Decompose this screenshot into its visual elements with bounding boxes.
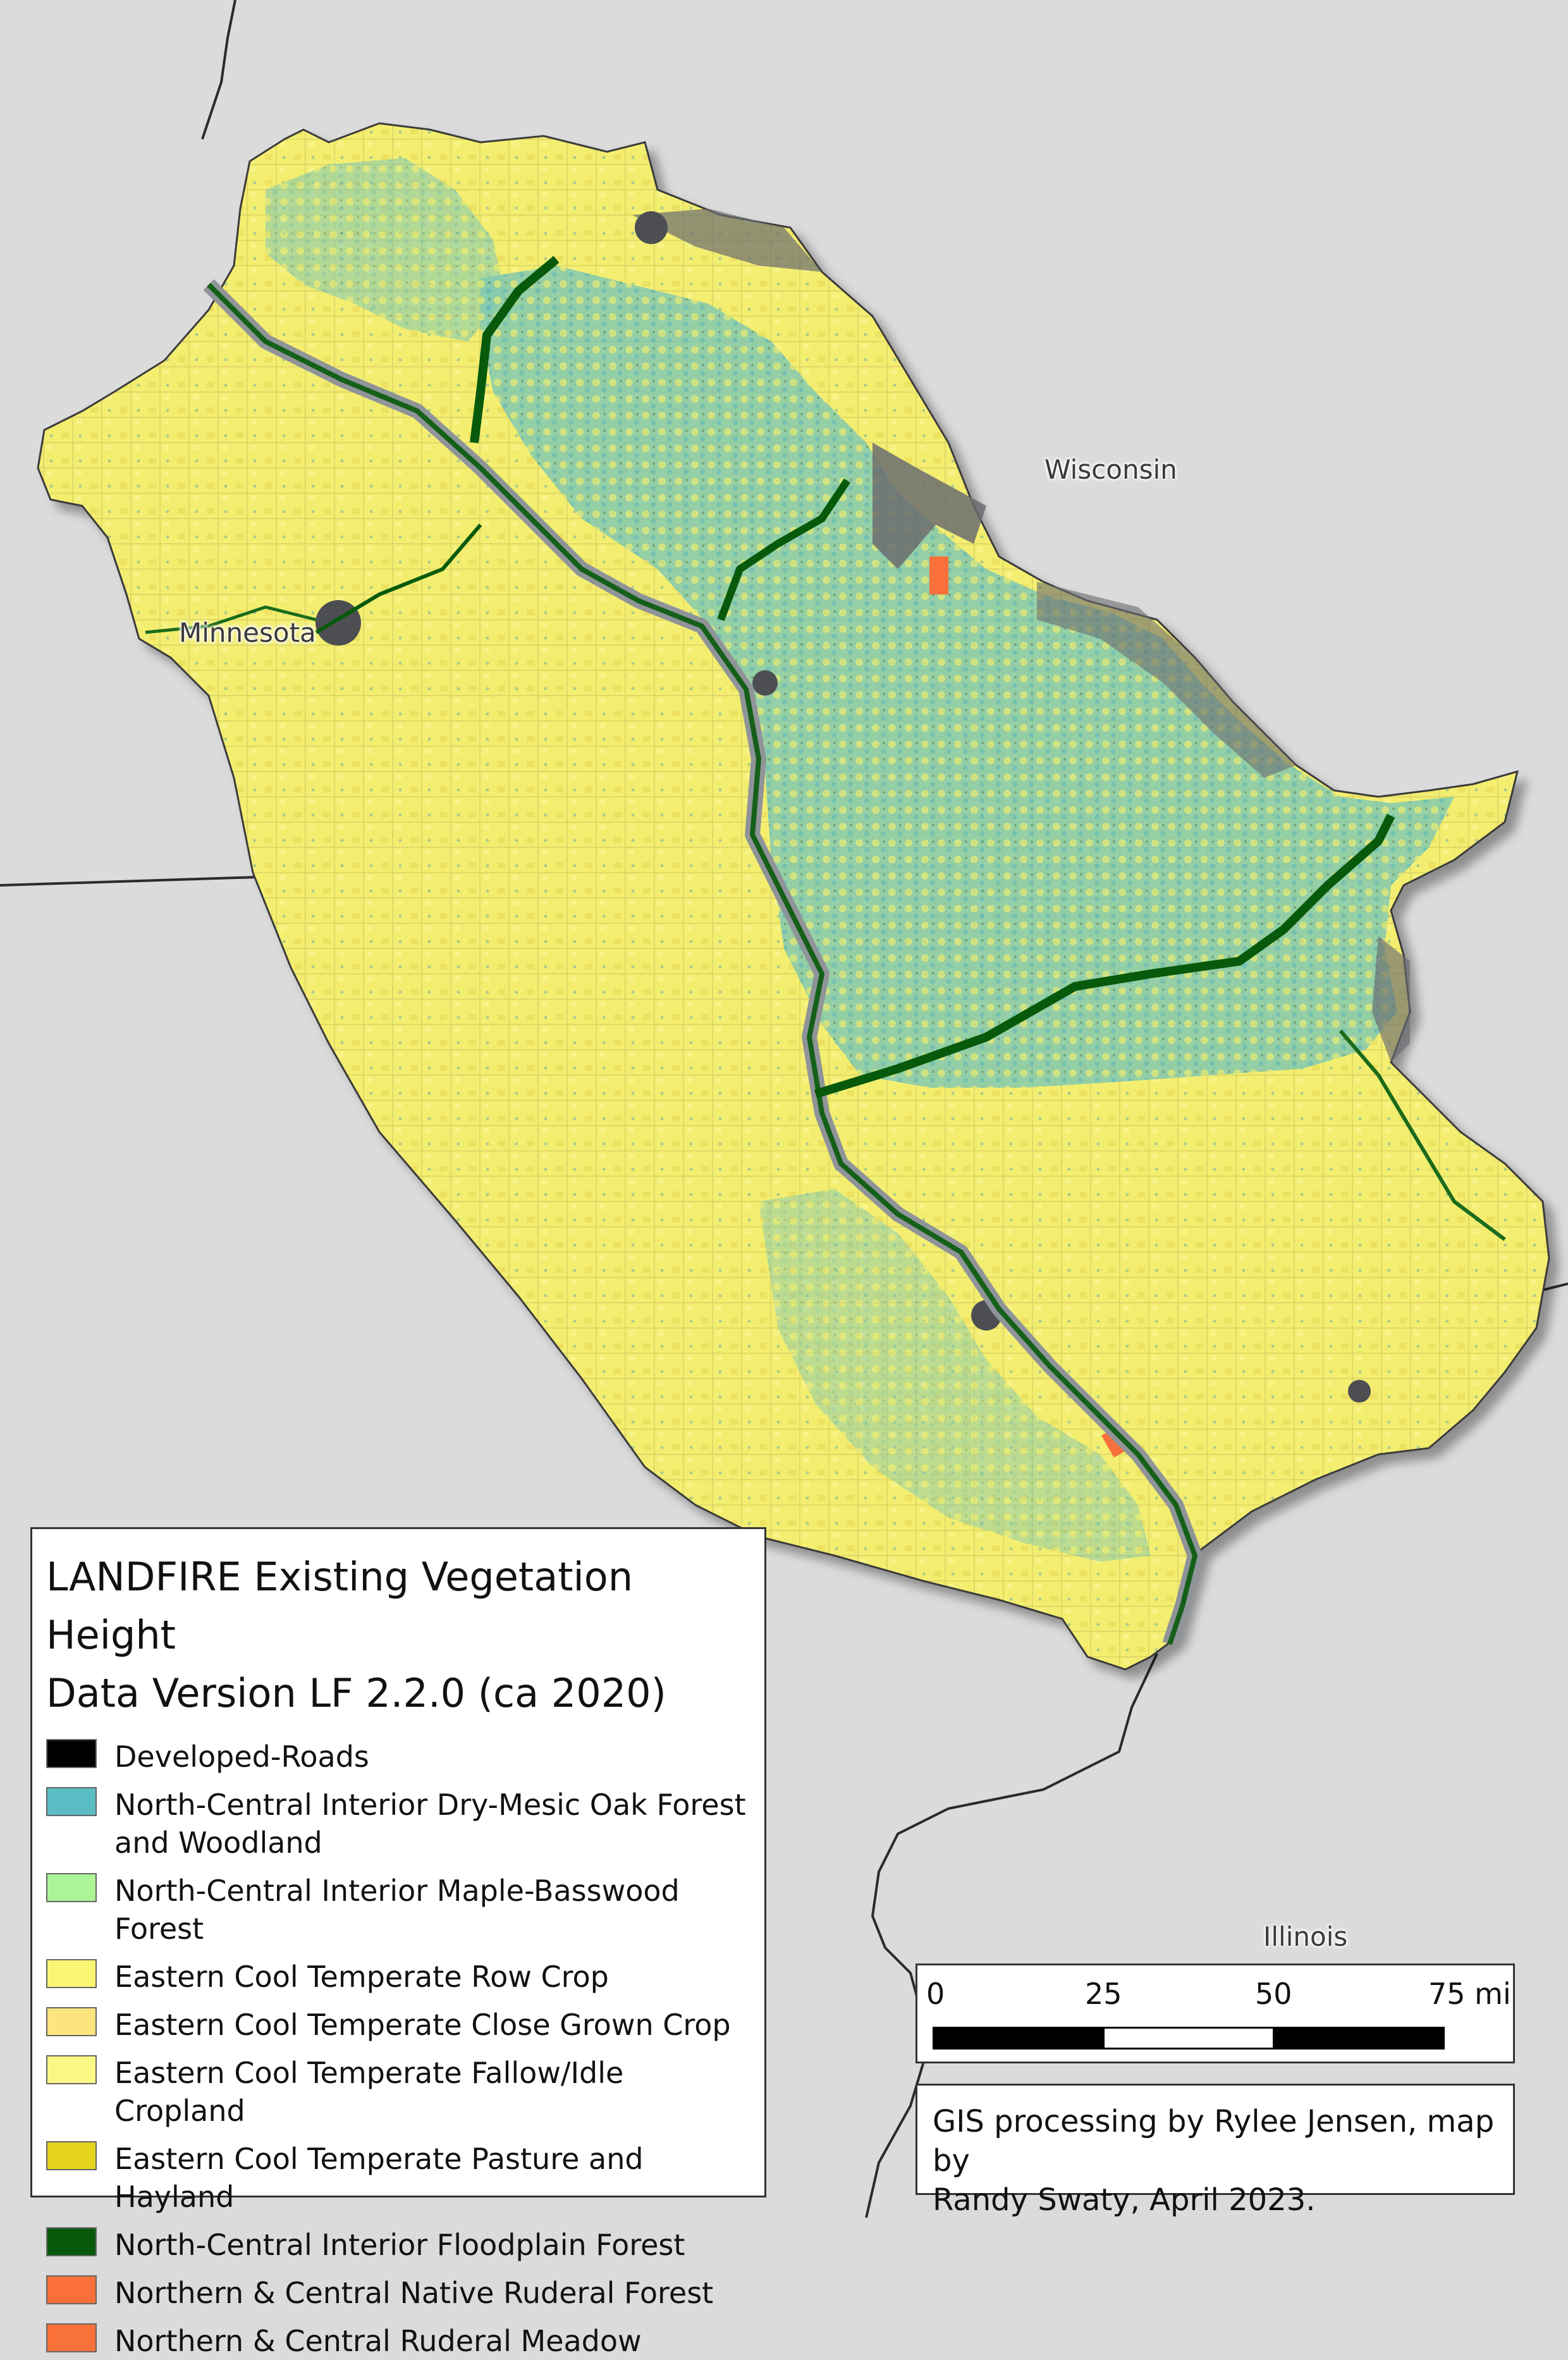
scale-tick-75: 75 mi [1428,1977,1511,2011]
state-border-ia-il [865,1653,1158,2218]
oak-forest-zone-northeast [481,266,1454,1088]
state-border-mn-wi-north [201,0,236,140]
legend-label: Northern & Central Native Ruderal Forest [114,2276,714,2310]
developed-zone-northeast [632,209,822,272]
oak-forest-zone-south [759,1189,1151,1562]
legend-swatch [46,1739,97,1768]
ruderal-patch-northeast [929,556,948,594]
tributary-west [315,524,482,634]
legend-label: Eastern Cool Temperate Fallow/Idle Cropl… [114,2056,624,2128]
state-border-wi-il [1542,1282,1568,1291]
scale-tick-25: 25 [1085,1977,1122,2011]
legend-swatch [46,2007,97,2036]
legend-item: Eastern Cool Temperate Fallow/Idle Cropl… [46,2054,750,2130]
legend-label: Developed-Roads [114,1740,369,1774]
legend-label: North-Central Interior Maple-Basswood Fo… [114,1874,680,1946]
label-minnesota: Minnesota [179,617,316,648]
legend-title-line1: LANDFIRE Existing Vegetation Height [46,1554,634,1658]
legend-item: North-Central Interior Dry-Mesic Oak For… [46,1786,750,1862]
legend-label: North-Central Interior Dry-Mesic Oak For… [114,1788,746,1860]
scale-segment-2 [1103,2027,1275,2050]
scale-segment-3 [1273,2027,1445,2050]
tributary-central [717,478,850,622]
legend-item: Eastern Cool Temperate Pasture and Hayla… [46,2140,750,2216]
scale-bar: 0 25 50 75 mi [916,1964,1515,2063]
credit-line2: Randy Swaty, April 2023. [933,2182,1316,2218]
legend-swatch [46,2055,97,2084]
legend-label: Eastern Cool Temperate Pasture and Hayla… [114,2142,644,2214]
legend-swatch [46,1873,97,1902]
legend-swatch [46,1959,97,1988]
legend-item: North-Central Interior Maple-Basswood Fo… [46,1872,750,1948]
legend-item: Northern & Central Native Ruderal Forest [46,2274,750,2312]
map-canvas [0,0,1568,2218]
developed-zone-east-edge [1372,936,1410,1062]
legend-item: Eastern Cool Temperate Row Crop [46,1958,750,1996]
legend-title: LANDFIRE Existing Vegetation Height Data… [46,1548,750,1723]
legend-swatch [46,2141,97,2170]
oak-forest-zone-north [266,158,506,341]
tributary-north [470,255,560,443]
legend-item: Northern & Central Ruderal Meadow [46,2322,750,2360]
legend-items: Developed-Roads North-Central Interior Dr… [46,1738,750,2360]
scale-tick-50: 50 [1255,1977,1292,2011]
scale-segment-1 [933,2027,1105,2050]
legend-item: Eastern Cool Temperate Close Grown Crop [46,2006,750,2044]
legend: LANDFIRE Existing Vegetation Height Data… [30,1527,766,2358]
legend-label: Eastern Cool Temperate Row Crop [114,1960,609,1994]
floodplain-forest-main [207,283,1197,1645]
legend-swatch [46,1787,97,1816]
credit-box: GIS processing by Rylee Jensen, map by R… [916,2084,1515,2218]
credit-line1: GIS processing by Rylee Jensen, map by [933,2104,1495,2179]
legend-label: Eastern Cool Temperate Close Grown Crop [114,2008,731,2042]
scale-tick-0: 0 [926,1977,945,2011]
developed-zone-east [873,443,986,569]
label-illinois: Illinois [1263,1921,1348,1952]
legend-swatch [46,2275,97,2304]
developed-zone-rim [1037,582,1296,778]
legend-item: Developed-Roads [46,1738,750,1776]
city-madison-area [1348,1380,1371,1403]
legend-label: Northern & Central Ruderal Meadow [114,2324,642,2358]
label-wisconsin: Wisconsin [1044,454,1177,485]
tributary-wisconsin [814,813,1395,1098]
legend-title-line2: Data Version LF 2.2.0 (ca 2020) [46,1670,666,1716]
legend-swatch [46,2227,97,2256]
tributary-minnesota [145,605,317,634]
legend-label: North-Central Interior Floodplain Forest [114,2228,685,2262]
city-eau-claire [635,211,668,244]
city-minneapolis [315,600,361,646]
legend-item: North-Central Interior Floodplain Forest [46,2226,750,2264]
legend-swatch [46,2323,97,2352]
tributary-southeast [1338,1029,1506,1241]
city-rochester [752,670,778,696]
state-border-ia-mn [0,875,298,887]
